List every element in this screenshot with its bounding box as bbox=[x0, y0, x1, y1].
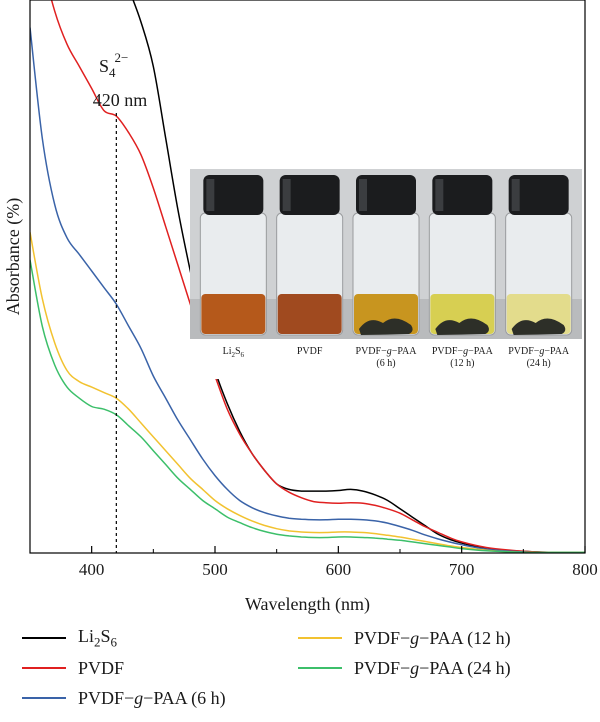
legend-swatch bbox=[298, 667, 342, 669]
vial-label: PVDF−g−PAA bbox=[508, 346, 570, 357]
vial-solid-residue bbox=[511, 318, 566, 335]
vial-label-line2: (12 h) bbox=[450, 358, 474, 369]
vial: PVDF bbox=[276, 175, 344, 357]
vial-cap bbox=[203, 175, 264, 215]
x-tick-label: 600 bbox=[326, 560, 352, 579]
vial: PVDF−g−PAA(24 h) bbox=[505, 175, 573, 369]
annotation-wavelength: 420 nm bbox=[93, 90, 148, 110]
x-tick-label: 400 bbox=[79, 560, 105, 579]
y-axis-title: Absorbance (%) bbox=[3, 198, 24, 315]
legend: Li2S6 PVDF PVDF−g−PAA (6 h) PVDF−g−PAA (12 … bbox=[0, 616, 600, 722]
series-line-4 bbox=[30, 259, 585, 553]
legend-swatch bbox=[22, 667, 66, 669]
series-line-1 bbox=[50, 0, 585, 553]
legend-label: PVDF−g−PAA (12 h) bbox=[354, 627, 511, 648]
legend-item: Li2S6 bbox=[22, 626, 117, 650]
vial-cap bbox=[356, 175, 416, 215]
series-curves bbox=[30, 0, 585, 553]
legend-label: Li2S6 bbox=[78, 625, 118, 650]
legend-item: PVDF−g−PAA (24 h) bbox=[298, 656, 511, 680]
vial-cap bbox=[432, 175, 493, 215]
vial-label: PVDF−g−PAA bbox=[432, 346, 494, 357]
legend-swatch bbox=[22, 697, 66, 699]
vial-label-line2: (6 h) bbox=[376, 358, 395, 369]
series-line-0 bbox=[132, 0, 585, 553]
vial-liquid bbox=[201, 294, 266, 334]
x-axis-title: Wavelength (nm) bbox=[245, 594, 370, 615]
vial-cap-highlight bbox=[359, 179, 367, 211]
legend-item: PVDF−g−PAA (12 h) bbox=[298, 626, 511, 650]
legend-label: PVDF−g−PAA (6 h) bbox=[78, 687, 226, 708]
vial-label: PVDF bbox=[297, 346, 323, 357]
vial: PVDF−g−PAA(12 h) bbox=[428, 175, 496, 369]
legend-item: PVDF−g−PAA (6 h) bbox=[22, 686, 226, 710]
vial-cap-highlight bbox=[511, 179, 520, 211]
legend-label: PVDF−g−PAA (24 h) bbox=[354, 657, 511, 678]
vial-cap bbox=[279, 175, 340, 215]
vial-liquid bbox=[277, 294, 342, 334]
uv-vis-chart: S42−420 nm Li2S6 PVDF PVDF−g−PAA(6 h)PVDF−… bbox=[3, 0, 598, 615]
legend-swatch bbox=[298, 637, 342, 639]
x-axis-ticks: 400 500 600 700 800 bbox=[29, 546, 598, 579]
vial-label: PVDF−g−PAA bbox=[356, 346, 418, 357]
annotation-species: S42− bbox=[99, 50, 128, 80]
plot-frame bbox=[29, 0, 586, 554]
vial-solid-residue bbox=[435, 318, 489, 335]
vial-cap-highlight bbox=[435, 179, 444, 211]
x-tick-label: 800 bbox=[572, 560, 598, 579]
vial-cap-highlight bbox=[282, 179, 291, 211]
legend-item: PVDF bbox=[22, 656, 124, 680]
vial-cap bbox=[508, 175, 569, 215]
x-tick-label: 500 bbox=[202, 560, 228, 579]
legend-swatch bbox=[22, 637, 66, 639]
series-line-2 bbox=[30, 27, 585, 553]
vial-label-line2: (24 h) bbox=[527, 358, 551, 369]
vial: PVDF−g−PAA(6 h) bbox=[352, 175, 420, 369]
legend-label: PVDF bbox=[78, 657, 125, 678]
series-line-3 bbox=[30, 232, 585, 553]
vial: Li2S6 bbox=[199, 175, 267, 359]
annotation-group: S42− 420 nm bbox=[93, 50, 148, 553]
inset-photo: Li2S6 PVDF PVDF−g−PAA(6 h)PVDF−g−PAA(12 h)… bbox=[190, 169, 582, 379]
vial-cap-highlight bbox=[206, 179, 215, 211]
vial-label: Li2S6 bbox=[223, 346, 245, 359]
x-tick-label: 700 bbox=[449, 560, 475, 579]
vial-solid-residue bbox=[359, 318, 413, 335]
inset-label-strip bbox=[190, 339, 582, 379]
